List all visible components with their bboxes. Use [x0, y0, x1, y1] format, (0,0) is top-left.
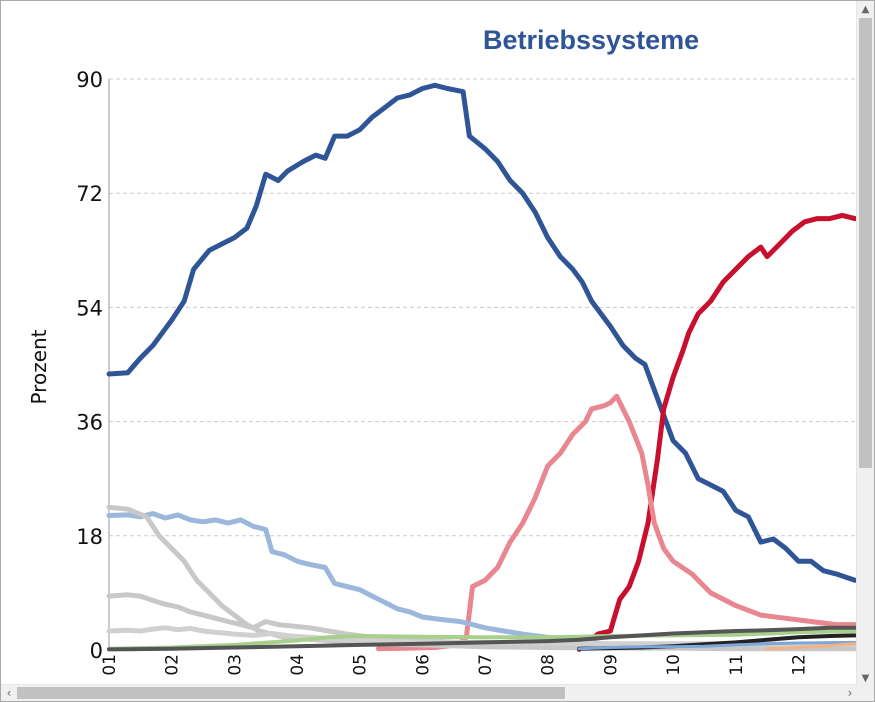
x-tick-labels: 01 02 03 04 05 06 07 08 09 10 11 12 — [100, 654, 809, 676]
y-tick-label: 54 — [76, 296, 103, 320]
y-tick-labels: 0 18 36 54 72 90 — [76, 68, 103, 663]
series-line-9 — [107, 625, 857, 652]
x-tick-label: 06 — [413, 654, 433, 676]
series-line-8 — [107, 629, 857, 651]
horizontal-scrollbar[interactable]: ‹ › — [1, 684, 858, 701]
series-lines — [106, 82, 858, 652]
vertical-scrollbar[interactable]: ▲ ▼ — [856, 1, 874, 687]
y-tick-label: 18 — [76, 525, 103, 549]
x-tick-label: 04 — [288, 654, 308, 676]
series-line-1 — [106, 82, 858, 583]
x-tick-label: 02 — [163, 654, 183, 676]
scroll-up-arrow-icon[interactable]: ▲ — [861, 4, 870, 15]
series-line-4 — [106, 511, 645, 651]
y-tick-label: 72 — [76, 182, 103, 206]
y-tick-label: 0 — [90, 639, 103, 663]
x-tick-label: 03 — [225, 654, 245, 676]
scroll-down-arrow-icon[interactable]: ▼ — [861, 673, 870, 684]
x-tick-label: 07 — [476, 654, 496, 676]
x-tick-label: 01 — [100, 654, 120, 676]
series-line-3 — [376, 393, 858, 652]
horizontal-scroll-thumb[interactable] — [17, 687, 565, 699]
gridlines — [109, 78, 858, 537]
x-tick-label: 05 — [351, 654, 371, 676]
scrollbar-corner — [857, 685, 874, 701]
chart-title: Betriebssysteme — [483, 25, 700, 55]
scroll-right-arrow-icon[interactable]: › — [847, 686, 853, 700]
x-tick-label: 10 — [664, 654, 684, 676]
series-line-7 — [106, 625, 858, 647]
series-line-11 — [577, 640, 857, 651]
vertical-scroll-thumb[interactable] — [859, 18, 872, 468]
line-chart: 0 18 36 54 72 90 01 02 03 04 05 06 07 08 09 10 11 12 — [76, 68, 858, 676]
series-line-2 — [576, 212, 858, 652]
y-tick-label: 90 — [76, 68, 103, 92]
x-tick-label: 08 — [539, 654, 559, 676]
x-tick-label: 12 — [789, 654, 809, 676]
x-tick-label: 11 — [727, 654, 747, 676]
scroll-left-arrow-icon[interactable]: ‹ — [6, 686, 12, 700]
x-tick-label: 09 — [601, 654, 621, 676]
series-line-12 — [765, 642, 857, 651]
y-tick-label: 36 — [76, 411, 103, 435]
